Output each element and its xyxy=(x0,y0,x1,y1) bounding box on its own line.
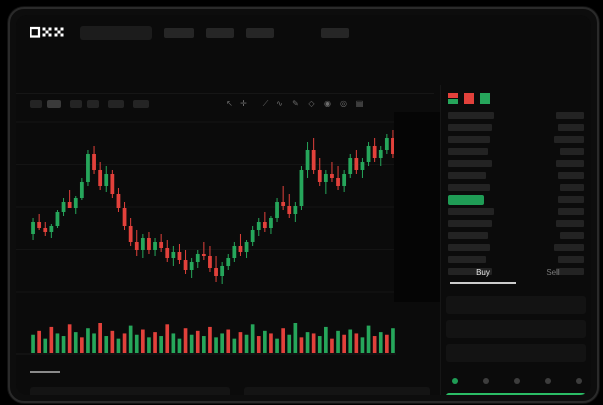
panel-divider xyxy=(440,85,441,395)
top-navigation-bar xyxy=(16,15,591,49)
trendline-icon[interactable]: ⟋ xyxy=(262,99,269,108)
candlestick-svg xyxy=(16,121,434,293)
slider-dot-0[interactable] xyxy=(452,378,458,384)
orderbook-row[interactable] xyxy=(448,267,584,277)
orderbook-row[interactable] xyxy=(448,171,584,181)
order-amount-field[interactable] xyxy=(446,320,586,338)
orderbook-price xyxy=(448,208,494,215)
orderbook-row[interactable] xyxy=(448,243,584,253)
orderbook-price xyxy=(448,124,492,131)
orderbook-view-toggles xyxy=(448,93,490,104)
orderbook-price xyxy=(448,244,490,251)
orderbook-sell-icon[interactable] xyxy=(464,93,474,104)
pencil-icon[interactable]: ✎ xyxy=(292,99,299,108)
orderbook-size xyxy=(560,232,584,239)
orderbook-size xyxy=(556,220,584,227)
amount-slider[interactable] xyxy=(452,377,582,385)
chart-toolbar-item-0[interactable] xyxy=(30,100,42,108)
orderbook-row[interactable] xyxy=(448,123,584,133)
price-chart[interactable] xyxy=(16,112,434,317)
orderbook-row[interactable] xyxy=(448,255,584,265)
search-input[interactable] xyxy=(80,26,152,40)
buy-sell-tabs: Buy Sell xyxy=(446,268,586,286)
bottom-panel-left[interactable] xyxy=(30,387,230,395)
volume-chart xyxy=(16,315,434,363)
buy-tab-underline xyxy=(450,282,516,284)
active-tab-underline xyxy=(30,371,60,373)
chart-toolbar-item-4[interactable] xyxy=(108,100,124,108)
orderbook-row[interactable] xyxy=(448,135,584,145)
orderbook-row[interactable] xyxy=(448,231,584,241)
orderbook-size xyxy=(556,112,584,119)
tablet-device-frame: Spot Trading ▾ ▾ xyxy=(8,7,599,403)
orderbook-price xyxy=(448,160,492,167)
orderbook-row[interactable] xyxy=(448,219,584,229)
orderbook-size xyxy=(554,136,584,143)
orderbook-price xyxy=(448,112,494,119)
tab-sell[interactable]: Sell xyxy=(546,268,560,277)
chart-toolbar-item-1[interactable] xyxy=(47,100,61,108)
orderbook-row[interactable] xyxy=(448,111,584,121)
slider-dot-4[interactable] xyxy=(576,378,582,384)
chart-toolbar-item-2[interactable] xyxy=(70,100,82,108)
wave-icon[interactable]: ∿ xyxy=(276,99,283,108)
orderbook-row[interactable] xyxy=(448,207,584,217)
order-price-field[interactable] xyxy=(446,296,586,314)
orderbook-size xyxy=(558,172,584,179)
orderbook-price xyxy=(448,148,488,155)
orderbook-size xyxy=(560,184,584,191)
orderbook-row[interactable] xyxy=(448,147,584,157)
bottom-panel-right[interactable] xyxy=(244,387,430,395)
order-total-field[interactable] xyxy=(446,344,586,362)
orderbook-price-highlight xyxy=(448,195,484,205)
crosshair-icon[interactable]: ✛ xyxy=(240,99,247,108)
orderbook-price xyxy=(448,256,486,263)
nav-item-0[interactable] xyxy=(164,28,194,38)
slider-dot-1[interactable] xyxy=(483,378,489,384)
chart-bottom-tabs xyxy=(16,363,434,385)
orderbook-size xyxy=(558,124,584,131)
submit-buy-button[interactable] xyxy=(446,393,586,395)
orderbook-size xyxy=(558,196,584,203)
orderbook-price xyxy=(448,184,490,191)
cursor-icon[interactable]: ↖ xyxy=(226,99,233,108)
orderbook-price xyxy=(448,172,486,179)
orderbook-row[interactable] xyxy=(448,183,584,193)
orderbook-buy-icon[interactable] xyxy=(480,93,490,104)
market-sub-bar: Spot Trading ▾ ▾ xyxy=(16,49,591,113)
nav-item-3[interactable] xyxy=(321,28,349,38)
orderbook-price xyxy=(448,220,492,227)
app-screen: Spot Trading ▾ ▾ xyxy=(16,15,591,395)
shapes-icon[interactable]: ◇ xyxy=(308,99,315,108)
orderbook-price xyxy=(448,268,492,275)
trash-icon[interactable]: ▤ xyxy=(355,99,364,108)
orderbook-size xyxy=(554,244,584,251)
chart-toolbar-item-3[interactable] xyxy=(87,100,99,108)
orderbook-size xyxy=(560,148,584,155)
orderbook-row[interactable] xyxy=(448,195,584,205)
orderbook-size xyxy=(558,256,584,263)
tab-buy[interactable]: Buy xyxy=(476,268,490,277)
volume-svg xyxy=(16,323,396,355)
nav-item-1[interactable] xyxy=(206,28,234,38)
orderbook-size xyxy=(556,160,584,167)
orderbook-row[interactable] xyxy=(448,159,584,169)
chart-right-overlay xyxy=(394,112,442,302)
slider-dot-2[interactable] xyxy=(514,378,520,384)
okx-logo-icon[interactable] xyxy=(30,26,68,39)
orderbook-price xyxy=(448,232,488,239)
orderbook-size xyxy=(558,208,584,215)
orderbook-rows[interactable] xyxy=(448,111,584,279)
orderbook-both-icon[interactable] xyxy=(448,93,458,104)
nav-item-2[interactable] xyxy=(246,28,274,38)
orderbook-price xyxy=(448,136,490,143)
orderbook-size xyxy=(556,268,584,275)
eye-icon[interactable]: ◎ xyxy=(340,99,347,108)
chart-toolbar-item-5[interactable] xyxy=(133,100,149,108)
slider-dot-3[interactable] xyxy=(545,378,551,384)
chart-toolbar: ↖ ✛ ⟋ ∿ ✎ ◇ ◉ ◎ ▤ xyxy=(16,93,434,114)
magnet-icon[interactable]: ◉ xyxy=(324,99,331,108)
